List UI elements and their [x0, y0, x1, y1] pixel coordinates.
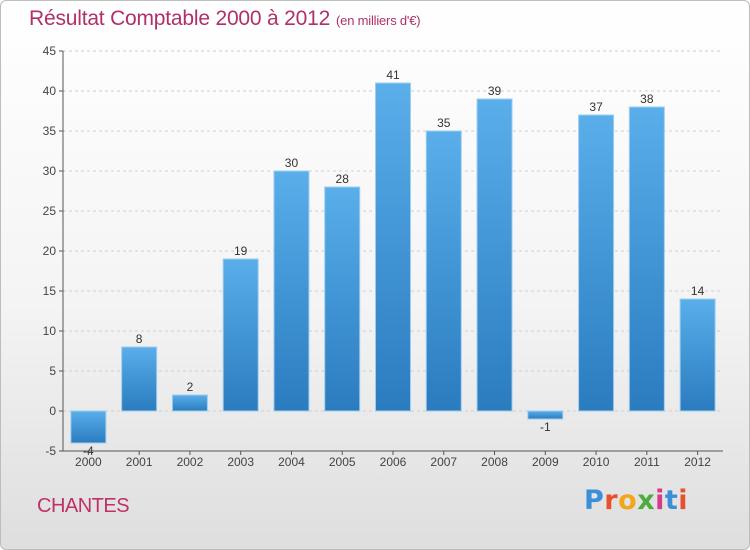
bar-2006	[375, 82, 411, 412]
x-tick-label-2004: 2004	[278, 455, 305, 469]
y-tick-label: 0	[49, 404, 56, 418]
chart-title-unit: (en milliers d'€)	[336, 13, 421, 28]
bar-2009	[527, 410, 564, 420]
y-tick-label: 35	[43, 124, 57, 138]
value-label-2002: 2	[187, 380, 194, 394]
logo-letter: i	[655, 485, 665, 516]
bar-2007	[425, 130, 462, 412]
x-tick-label-2008: 2008	[481, 455, 508, 469]
proxiti-logo[interactable]: Proxiti	[584, 485, 688, 516]
y-tick-label: 15	[43, 284, 57, 298]
value-labels: -4 8 2 19 30 28 41 35 39 -1 37 38 14	[83, 68, 705, 458]
x-tick-label-2007: 2007	[430, 455, 457, 469]
x-tick-label-2012: 2012	[684, 455, 711, 469]
bar-2008	[476, 98, 513, 412]
value-label-2011: 38	[640, 92, 654, 106]
x-tick-label-2003: 2003	[227, 455, 254, 469]
value-label-2000: -4	[83, 444, 94, 458]
value-label-2007: 35	[437, 116, 451, 130]
bar-2000	[70, 410, 107, 444]
logo-letter: P	[584, 485, 605, 516]
commune-name: CHANTES	[37, 495, 130, 517]
bars	[70, 82, 716, 444]
bar-2010	[578, 114, 615, 412]
x-tick-label-2005: 2005	[329, 455, 356, 469]
y-tick-label: 45	[43, 44, 57, 58]
x-tick-label-2010: 2010	[583, 455, 610, 469]
value-label-2008: 39	[488, 84, 502, 98]
y-tick-label: 5	[49, 364, 56, 378]
y-tick-label: 20	[43, 244, 57, 258]
y-tick-label: 40	[43, 84, 57, 98]
value-label-2001: 8	[136, 332, 143, 346]
axes: -5 0 5 10 15 20 25 30 35 40 45 2000 2001 2002 2003 2004…	[43, 44, 723, 469]
logo-letter: r	[604, 485, 619, 516]
bar-2004	[273, 170, 310, 412]
logo-letter: t	[664, 485, 679, 516]
x-tick-label-2001: 2001	[126, 455, 153, 469]
bar-2011	[628, 106, 665, 412]
x-tick-label-2009: 2009	[532, 455, 559, 469]
x-tick-label-2002: 2002	[177, 455, 204, 469]
value-label-2003: 19	[234, 244, 248, 258]
bar-2005	[324, 186, 361, 412]
y-tick-label: -5	[45, 444, 56, 458]
value-label-2009: -1	[540, 420, 551, 434]
chart-title: Résultat Comptable 2000 à 2012 (en millie…	[29, 7, 421, 31]
y-tick-label: 30	[43, 164, 57, 178]
x-tick-label-2006: 2006	[380, 455, 407, 469]
value-label-2010: 37	[589, 100, 603, 114]
chart-title-text: Résultat Comptable 2000 à 2012	[29, 7, 331, 30]
bar-2012	[679, 298, 716, 412]
bar-2002	[171, 394, 208, 412]
value-label-2006: 41	[386, 68, 400, 82]
x-tick-label-2000: 2000	[75, 455, 102, 469]
logo-letter: i	[678, 485, 689, 516]
bar-2001	[121, 346, 158, 412]
value-label-2012: 14	[691, 284, 705, 298]
logo-letter: x	[637, 485, 656, 516]
bar-2003	[222, 258, 259, 412]
y-tick-label: 10	[43, 324, 57, 338]
logo-letter: o	[618, 485, 638, 516]
value-label-2004: 30	[285, 156, 299, 170]
y-tick-label: 25	[43, 204, 57, 218]
x-tick-label-2011: 2011	[634, 455, 660, 469]
value-label-2005: 28	[336, 172, 350, 186]
